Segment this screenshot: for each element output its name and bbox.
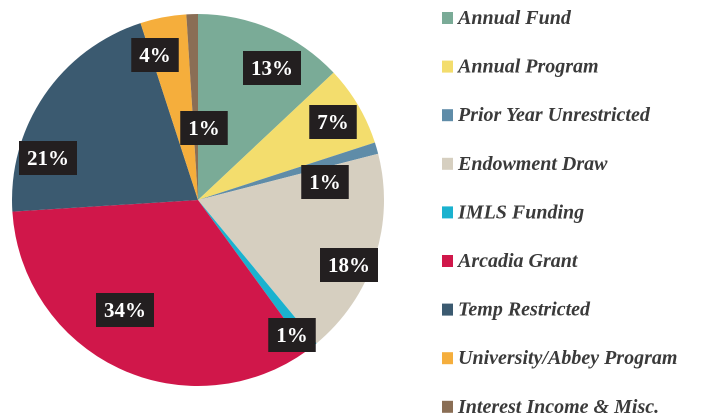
legend-swatch — [442, 255, 453, 267]
legend-label: Arcadia Grant — [456, 250, 579, 272]
legend-swatch — [442, 303, 453, 316]
data-label-box — [320, 248, 378, 282]
data-label-box — [243, 51, 301, 85]
data-label: 1% — [268, 318, 316, 352]
data-label-text: 18% — [328, 253, 370, 277]
legend-label: Prior Year Unrestricted — [457, 104, 651, 126]
legend-label: University/Abbey Program — [458, 347, 677, 369]
legend-swatch — [442, 400, 453, 413]
data-label: 34% — [96, 293, 154, 327]
data-label-text: 13% — [251, 56, 293, 80]
legend-swatch — [442, 206, 453, 219]
data-label-box — [309, 105, 357, 139]
legend-swatch — [442, 157, 453, 170]
data-label-text: 1% — [188, 116, 220, 140]
data-label: 13% — [243, 51, 301, 85]
legend-label: IMLS Funding — [457, 201, 584, 223]
data-label-box — [96, 293, 154, 327]
pie-slice — [186, 14, 198, 200]
data-label: 1% — [301, 165, 349, 199]
legend-swatch — [442, 109, 453, 122]
data-label: 4% — [131, 38, 179, 72]
data-label: 21% — [19, 141, 77, 175]
data-label-text: 4% — [139, 43, 171, 67]
data-label-text: 1% — [309, 170, 341, 194]
pie-slice — [12, 200, 308, 386]
data-label-box — [268, 318, 316, 352]
pie-slice — [198, 153, 384, 344]
legend-swatch — [442, 12, 453, 24]
data-label-text: 7% — [317, 110, 349, 134]
data-label-box — [131, 38, 179, 72]
legend-label: Endowment Draw — [457, 153, 608, 175]
pie-slice — [198, 142, 379, 200]
legend-swatch — [442, 60, 453, 73]
data-label-box — [180, 111, 228, 145]
legend-label: Annual Fund — [456, 7, 572, 29]
data-label: 1% — [180, 111, 228, 145]
legend-label: Interest Income & Misc. — [457, 396, 659, 418]
legend-label: Annual Program — [456, 56, 599, 78]
data-label: 18% — [320, 248, 378, 282]
data-label: 7% — [309, 105, 357, 139]
data-label-text: 34% — [104, 298, 146, 322]
legend-swatch — [442, 352, 453, 365]
data-label-box — [19, 141, 77, 175]
pie-slice — [198, 200, 317, 351]
data-label-box — [301, 165, 349, 199]
legend-label: Temp Restricted — [458, 299, 591, 321]
data-label-text: 1% — [276, 323, 308, 347]
data-label-text: 21% — [27, 146, 69, 170]
pie-slice — [198, 72, 375, 200]
